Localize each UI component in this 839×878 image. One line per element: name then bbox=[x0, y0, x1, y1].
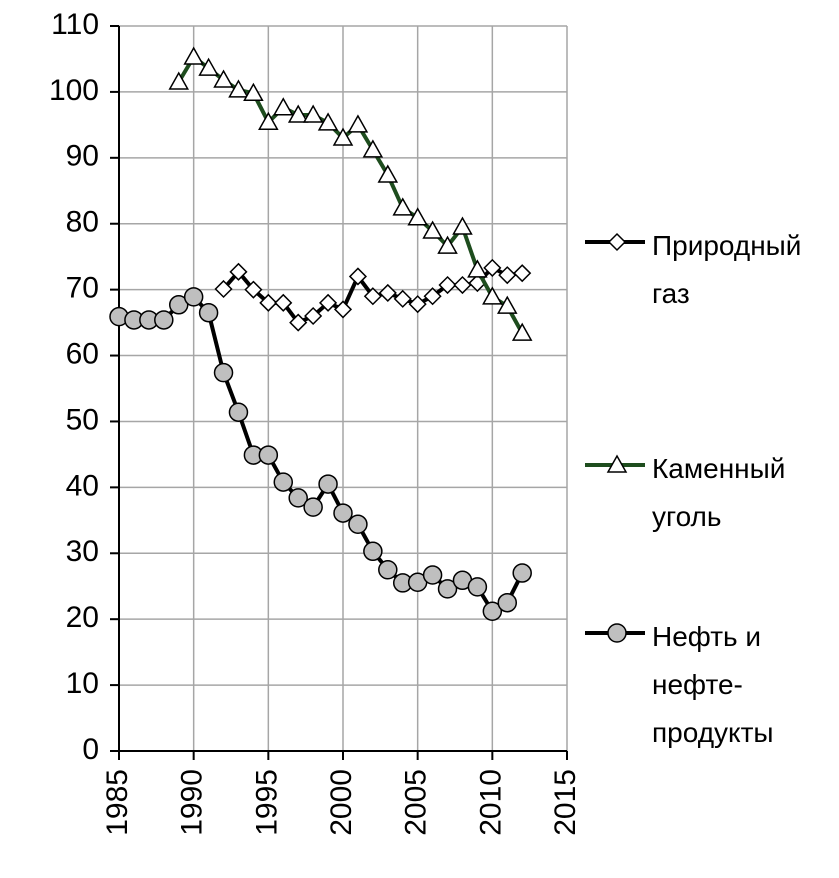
point bbox=[437, 579, 458, 599]
x-tick-label: 2010 bbox=[474, 769, 507, 836]
point bbox=[513, 264, 532, 283]
x-tick-label: 1995 bbox=[250, 769, 283, 836]
point bbox=[606, 454, 628, 473]
point bbox=[274, 293, 293, 312]
point bbox=[423, 287, 442, 306]
point bbox=[213, 362, 234, 383]
point bbox=[183, 287, 204, 307]
y-tick-label: 70 bbox=[66, 272, 99, 305]
point bbox=[272, 97, 294, 116]
x-tick-label: 1985 bbox=[101, 769, 134, 836]
point bbox=[304, 306, 323, 326]
point bbox=[154, 310, 174, 330]
point bbox=[287, 104, 309, 123]
point bbox=[607, 232, 627, 252]
point bbox=[258, 445, 279, 465]
y-tick-label: 40 bbox=[66, 469, 99, 502]
y-tick-label: 110 bbox=[51, 8, 99, 41]
point bbox=[438, 275, 457, 295]
point bbox=[228, 79, 249, 98]
point bbox=[214, 279, 233, 299]
series-line bbox=[118, 294, 524, 614]
point bbox=[318, 474, 338, 494]
point bbox=[482, 601, 503, 622]
point bbox=[303, 497, 323, 517]
point bbox=[243, 82, 264, 101]
point bbox=[437, 235, 458, 254]
y-tick-label: 50 bbox=[66, 403, 99, 436]
point bbox=[228, 402, 249, 422]
point bbox=[482, 286, 503, 305]
legend-label: Нефть и нефте-продукты bbox=[652, 621, 774, 748]
point bbox=[348, 267, 367, 286]
point bbox=[497, 592, 518, 613]
y-tick-label: 30 bbox=[66, 535, 99, 568]
y-tick-label: 20 bbox=[66, 601, 99, 634]
point bbox=[333, 503, 353, 523]
point bbox=[332, 127, 354, 146]
y-tick-label: 0 bbox=[82, 733, 99, 766]
y-tick-label: 90 bbox=[66, 140, 99, 173]
point bbox=[183, 46, 204, 65]
point bbox=[422, 565, 443, 585]
y-tick-label: 100 bbox=[49, 74, 99, 107]
point bbox=[258, 111, 279, 130]
legend-label: Природный газ bbox=[652, 230, 802, 309]
point bbox=[378, 283, 397, 302]
point bbox=[319, 293, 338, 312]
point bbox=[289, 313, 308, 332]
point bbox=[168, 295, 189, 315]
x-tick-label: 1990 bbox=[176, 769, 209, 836]
point bbox=[273, 472, 294, 492]
x-tick-label: 2000 bbox=[325, 769, 358, 836]
point bbox=[213, 69, 234, 88]
point bbox=[511, 322, 533, 341]
point bbox=[362, 139, 384, 158]
point bbox=[422, 220, 443, 239]
point bbox=[288, 488, 308, 508]
y-tick-label: 80 bbox=[66, 206, 99, 239]
point bbox=[407, 207, 428, 226]
x-tick-label: 2005 bbox=[400, 769, 433, 836]
point bbox=[512, 563, 532, 583]
point bbox=[393, 289, 412, 308]
point bbox=[333, 300, 353, 319]
x-tick-label: 2015 bbox=[549, 769, 582, 836]
point bbox=[229, 262, 248, 281]
point bbox=[453, 275, 472, 295]
point bbox=[244, 280, 263, 299]
point bbox=[198, 302, 219, 323]
point bbox=[378, 560, 398, 580]
y-tick-label: 10 bbox=[66, 667, 99, 700]
y-tick-label: 60 bbox=[66, 337, 99, 370]
point bbox=[363, 541, 383, 562]
point bbox=[483, 258, 502, 277]
point bbox=[198, 57, 219, 76]
point bbox=[259, 293, 278, 312]
point bbox=[348, 514, 368, 535]
legend-label: Каменный уголь bbox=[652, 453, 786, 532]
point bbox=[392, 197, 414, 216]
point bbox=[317, 112, 339, 131]
point bbox=[347, 114, 369, 133]
point bbox=[408, 295, 427, 314]
point bbox=[498, 266, 517, 285]
point bbox=[168, 71, 190, 90]
point bbox=[363, 287, 382, 306]
point bbox=[467, 259, 488, 278]
point bbox=[302, 104, 324, 123]
point bbox=[452, 216, 473, 235]
point bbox=[496, 295, 518, 314]
point bbox=[467, 577, 488, 597]
point bbox=[607, 623, 627, 643]
point bbox=[377, 164, 399, 183]
